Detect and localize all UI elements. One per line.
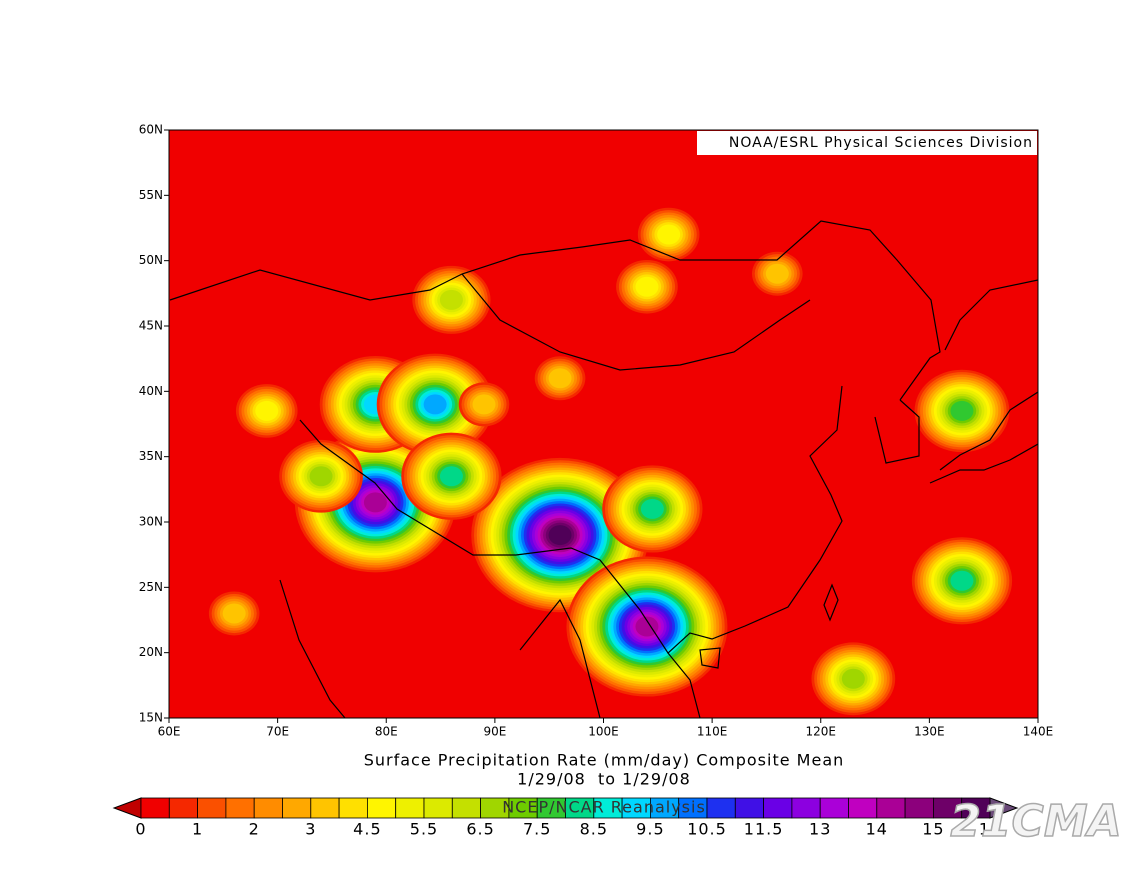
colorbar-label: 0 (135, 820, 146, 839)
colorbar-label: 1 (192, 820, 203, 839)
colorbar-swatch (734, 797, 764, 819)
colorbar-label: 13 (809, 820, 831, 839)
precip-contour (423, 394, 447, 415)
colorbar-swatch (451, 797, 481, 819)
x-tick-label: 100E (588, 725, 619, 739)
colorbar-label: 2 (249, 820, 260, 839)
precip-contour (439, 289, 463, 310)
y-tick-label: 55N (139, 188, 163, 202)
y-tick-label: 45N (139, 319, 163, 333)
credit-box (697, 131, 1037, 155)
colorbar-under (112, 797, 142, 819)
colorbar-swatch (253, 797, 283, 819)
precip-contour (635, 276, 659, 297)
colorbar-label: 11.5 (744, 820, 784, 839)
coastline (944, 279, 1038, 351)
border (299, 419, 669, 654)
colorbar-label: 8.5 (580, 820, 608, 839)
source: NCEP/NCAR Reanalysis (502, 798, 706, 817)
coastline (699, 647, 721, 669)
colorbar-label: 15 (922, 820, 944, 839)
colorbar-swatch (706, 797, 736, 819)
colorbar-swatch (876, 797, 906, 819)
coastlines (169, 220, 1038, 718)
x-tick-label: 120E (806, 725, 837, 739)
colorbar-swatch (338, 797, 368, 819)
colorbar-swatch (848, 797, 878, 819)
colorbar-label: 5.5 (410, 820, 438, 839)
colorbar-swatch (763, 797, 793, 819)
coastline (823, 583, 839, 622)
credit: NOAA/ESRL Physical Sciences Division (729, 135, 1033, 151)
border (169, 220, 941, 401)
coastline (279, 579, 346, 718)
colorbar-label: 6.5 (466, 820, 494, 839)
colorbar-swatch (819, 797, 849, 819)
colorbar-swatch (904, 797, 934, 819)
title: Surface Precipitation Rate (mm/day) Comp… (364, 751, 845, 770)
colorbar-swatch (366, 797, 397, 819)
colorbar-label: 7.5 (523, 820, 551, 839)
colorbar-label: 4.5 (353, 820, 381, 839)
colorbar-label: 16 (979, 820, 1001, 839)
precip-contour (635, 616, 659, 637)
x-tick-label: 90E (483, 725, 506, 739)
coastline (519, 598, 601, 718)
subtitle: 1/29/08 to 1/29/08 (517, 770, 691, 789)
x-tick-label: 80E (375, 725, 398, 739)
precip-contour (439, 466, 463, 487)
y-tick-label: 20N (139, 645, 163, 659)
precip-field (208, 207, 1013, 716)
y-tick-label: 60N (139, 123, 163, 137)
y-tick-label: 15N (139, 711, 163, 725)
precip-contour (222, 603, 246, 624)
precip-contour (548, 525, 572, 546)
y-tick-label: 25N (139, 580, 163, 594)
colorbar-swatch (423, 797, 453, 819)
precip-contour (950, 570, 974, 591)
y-tick-label: 50N (139, 253, 163, 267)
colorbar: 0 1 2 3 4.5 5.5 6.5 7.5 8.5 9.5 10.5 11.5 13 14 15 16 (112, 797, 1019, 839)
colorbar-swatch (140, 797, 170, 819)
colorbar-swatch (791, 797, 821, 819)
precip-contour (657, 224, 681, 245)
colorbar-label: 3 (305, 820, 316, 839)
x-tick-label: 110E (697, 725, 728, 739)
watermark: 21CMA (950, 796, 1121, 847)
colorbar-label: 10.5 (687, 820, 727, 839)
coastline (929, 443, 1038, 484)
precip-contour (950, 400, 974, 421)
precip-contour (548, 368, 572, 389)
precip-contour (640, 498, 664, 519)
precip-contour (841, 668, 865, 689)
precip-contour (363, 492, 387, 513)
colorbar-swatch (225, 797, 255, 819)
y-tick-label: 35N (139, 449, 163, 463)
x-tick-label: 70E (266, 725, 289, 739)
x-tick-label: 130E (914, 725, 945, 739)
precip-contour (472, 394, 496, 415)
colorbar-swatch (395, 797, 425, 819)
precip-contour (765, 263, 789, 284)
colorbar-swatch (282, 797, 312, 819)
precip-contour (255, 400, 279, 421)
coastline (874, 399, 920, 464)
x-tick-label: 60E (158, 725, 181, 739)
colorbar-swatch (168, 797, 199, 819)
colorbar-swatch (961, 797, 991, 819)
y-tick-label: 40N (139, 384, 163, 398)
coastline (939, 391, 1038, 471)
colorbar-swatch (310, 797, 340, 819)
y-tick-label: 30N (139, 515, 163, 529)
precip-contour (309, 466, 333, 487)
colorbar-swatch (197, 797, 227, 819)
x-tick-label: 140E (1023, 725, 1054, 739)
colorbar-label: 9.5 (636, 820, 664, 839)
border (461, 273, 811, 371)
colorbar-label: 14 (866, 820, 888, 839)
